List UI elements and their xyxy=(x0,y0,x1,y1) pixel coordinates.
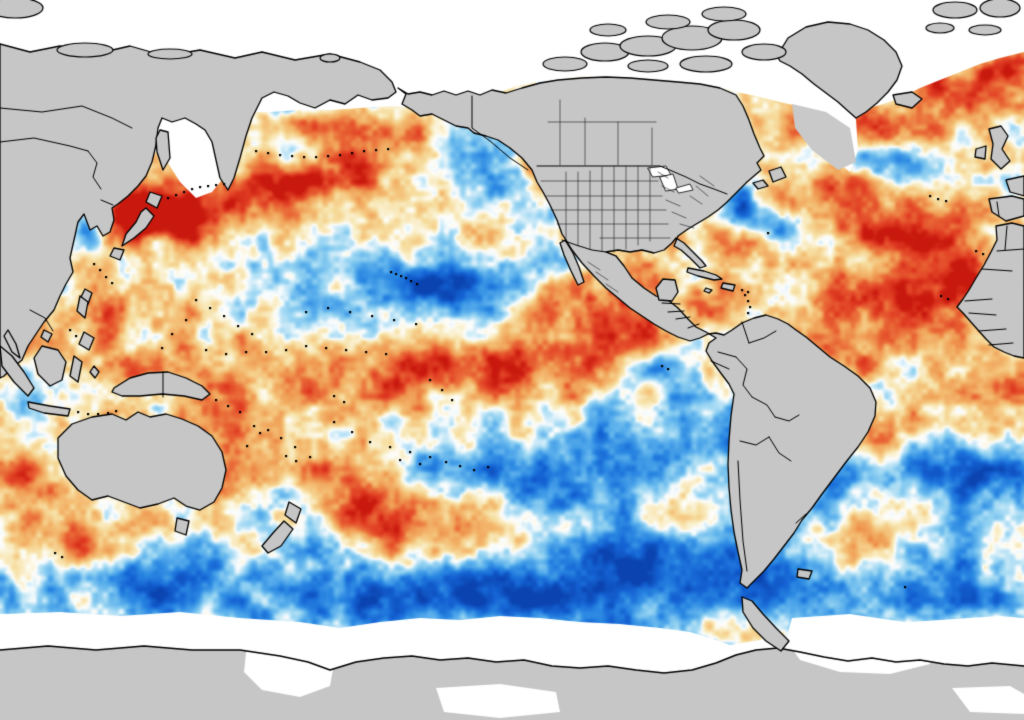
world-map-canvas xyxy=(0,0,1024,720)
sst-anomaly-map xyxy=(0,0,1024,720)
